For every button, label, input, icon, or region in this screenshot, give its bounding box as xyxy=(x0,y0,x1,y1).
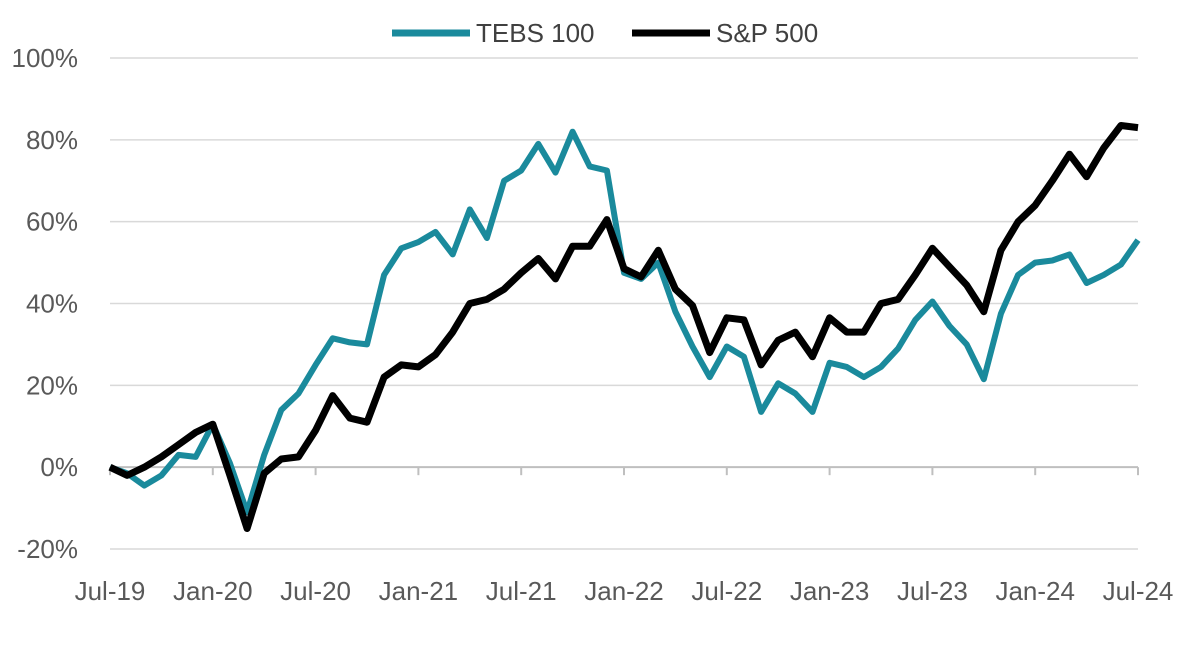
x-tick-label: Jan-24 xyxy=(995,576,1075,606)
y-tick-label: 80% xyxy=(26,125,78,155)
series-lines xyxy=(108,122,1141,532)
y-tick-label: 100% xyxy=(12,43,79,73)
x-tick-label: Jan-21 xyxy=(379,576,459,606)
x-tick-label: Jan-20 xyxy=(173,576,253,606)
x-tick-label: Jul-20 xyxy=(280,576,351,606)
x-tick-label: Jul-23 xyxy=(897,576,968,606)
legend-label: S&P 500 xyxy=(716,18,818,48)
x-tick-label: Jul-21 xyxy=(486,576,557,606)
x-tick-label: Jan-22 xyxy=(584,576,664,606)
x-tick-label: Jul-24 xyxy=(1103,576,1174,606)
series-line-tebs-100 xyxy=(108,128,1141,516)
y-tick-label: 20% xyxy=(26,370,78,400)
x-tick-label: Jul-22 xyxy=(691,576,762,606)
y-axis-tick-labels: -20% 0% 20% 40% 60% 80% 100% xyxy=(12,43,79,564)
series-line-sp-500 xyxy=(108,122,1139,532)
x-axis-tick-labels: Jul-19 Jan-20 Jul-20 Jan-21 Jul-21 Jan-22 Jul-… xyxy=(75,576,1174,606)
y-tick-label: 0% xyxy=(40,452,78,482)
horizontal-gridlines xyxy=(110,57,1138,550)
y-tick-label: 40% xyxy=(26,289,78,319)
x-tick-label: Jan-23 xyxy=(790,576,870,606)
x-tick-label: Jul-19 xyxy=(75,576,146,606)
legend-label: TEBS 100 xyxy=(476,18,595,48)
y-tick-label: 60% xyxy=(26,207,78,237)
x-axis-tick-marks xyxy=(109,467,1139,476)
legend: TEBS 100 S&P 500 xyxy=(392,18,818,48)
y-tick-label: -20% xyxy=(17,534,78,564)
